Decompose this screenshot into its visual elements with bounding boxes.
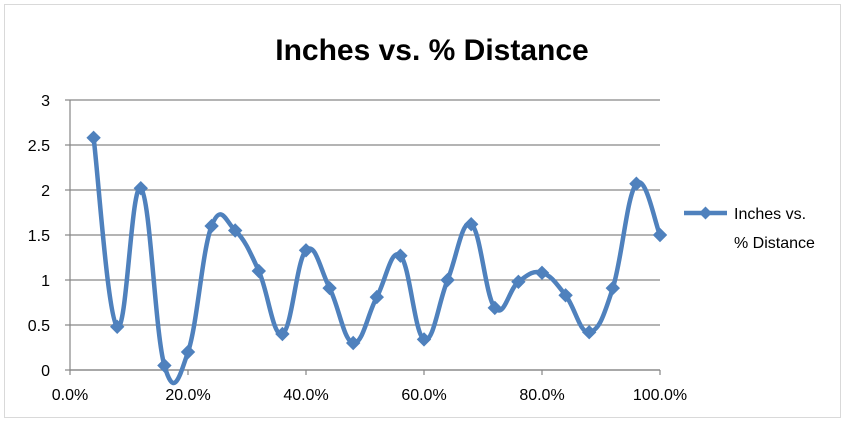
data-point-marker xyxy=(440,272,455,288)
y-tick-label: 0.5 xyxy=(28,318,50,335)
data-point-marker xyxy=(180,344,196,360)
y-tick-labels: 0 0.5 1 1.5 2 2.5 3 xyxy=(28,93,50,380)
data-point-marker xyxy=(322,280,337,296)
data-point-marker xyxy=(463,216,479,232)
legend: Inches vs. % Distance xyxy=(684,206,815,252)
series-line xyxy=(91,135,663,386)
y-tick-label: 0 xyxy=(41,363,50,380)
data-point-marker xyxy=(581,324,597,340)
data-point-marker xyxy=(534,265,550,281)
legend-label-line-1: Inches vs. xyxy=(734,206,806,223)
x-tick-label: 80.0% xyxy=(519,387,564,404)
data-point-marker xyxy=(133,180,149,196)
legend-marker xyxy=(699,206,712,220)
x-tick-labels: 0.0% 20.0% 40.0% 60.0% 80.0% 100.0% xyxy=(52,387,687,404)
x-tick-label: 40.0% xyxy=(283,387,328,404)
legend-label-line-2: % Distance xyxy=(734,235,815,252)
data-point-marker xyxy=(393,248,408,263)
series-group xyxy=(86,130,668,386)
data-point-marker xyxy=(157,358,172,373)
data-point-marker xyxy=(416,332,432,347)
x-tick-label: 100.0% xyxy=(633,387,687,404)
data-point-marker xyxy=(558,288,573,303)
x-tick-label: 0.0% xyxy=(52,387,88,404)
data-point-marker xyxy=(109,319,125,335)
y-tick-label: 1 xyxy=(41,273,50,290)
y-tick-label: 2 xyxy=(41,183,50,200)
y-tick-label: 2.5 xyxy=(28,138,50,155)
y-tick-label: 3 xyxy=(41,93,50,110)
data-point-marker xyxy=(204,218,219,234)
data-point-marker xyxy=(251,263,267,279)
data-point-marker xyxy=(652,227,668,243)
data-point-marker xyxy=(345,335,361,351)
data-point-marker xyxy=(369,289,385,305)
axes xyxy=(65,99,661,375)
data-point-marker xyxy=(605,280,621,296)
data-point-marker xyxy=(275,326,290,342)
data-point-marker xyxy=(227,223,243,238)
data-point-marker xyxy=(511,274,526,290)
data-point-marker xyxy=(86,130,101,146)
chart-title: Inches vs. % Distance xyxy=(275,34,588,67)
data-point-marker xyxy=(298,243,314,258)
y-tick-label: 1.5 xyxy=(28,228,50,245)
x-tick-label: 20.0% xyxy=(165,387,210,404)
data-point-marker xyxy=(487,300,503,316)
data-point-marker xyxy=(629,176,644,191)
x-tick-label: 60.0% xyxy=(401,387,446,404)
